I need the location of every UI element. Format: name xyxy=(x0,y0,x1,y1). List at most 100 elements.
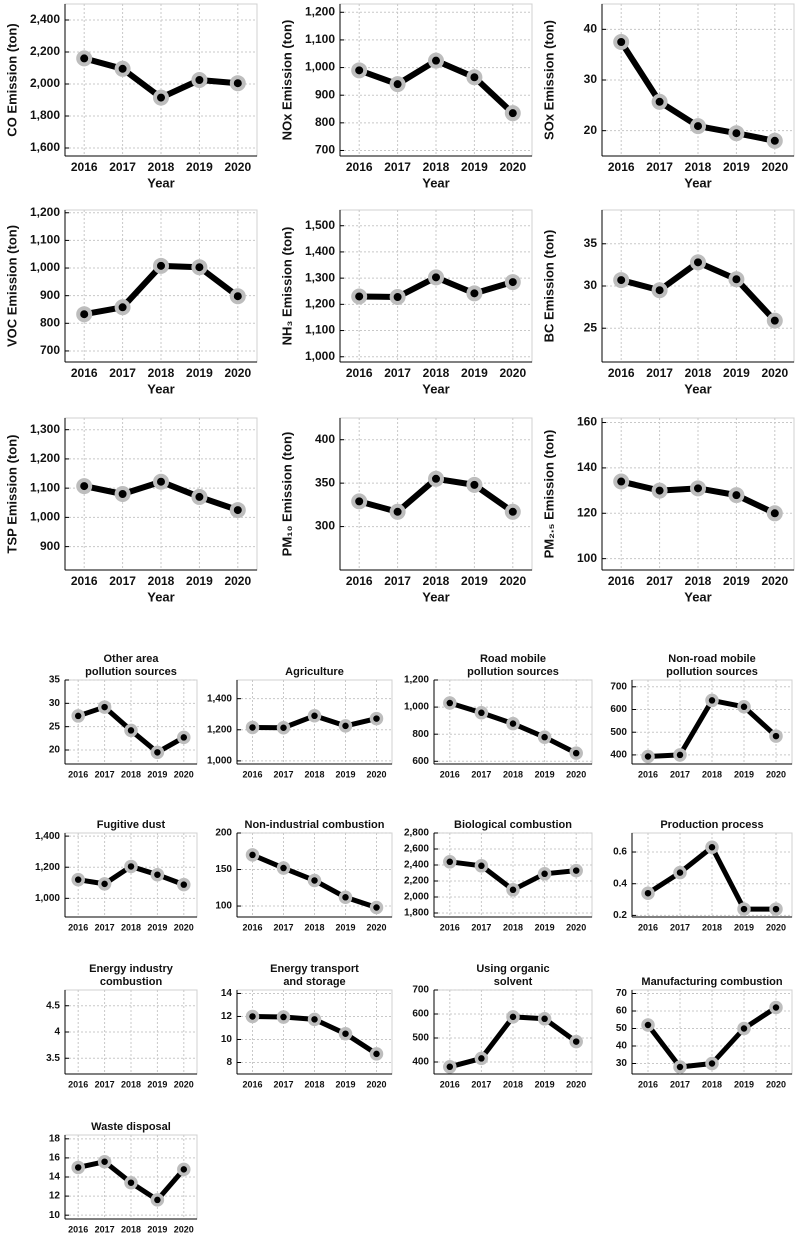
y-tick-label: 400 xyxy=(315,432,335,446)
marker xyxy=(613,34,630,50)
y-tick-label: 1,000 xyxy=(305,60,335,74)
chart-title: Other area xyxy=(103,653,159,665)
y-tick-label: 200 xyxy=(215,828,232,839)
y-tick-label: 1,100 xyxy=(30,233,60,247)
marker xyxy=(474,706,489,720)
chart: 700 800 900 1,000 1,100 1,200 2016 2017 2018 2019… xyxy=(4,205,258,396)
x-tick-label: 2018 xyxy=(702,769,722,779)
y-tick-label: 2,200 xyxy=(30,44,60,58)
x-tick-label: 2016 xyxy=(242,1079,262,1089)
marker xyxy=(537,867,552,881)
chart: 1,000 1,100 1,200 1,300 1,400 1,500 2016 2017 20… xyxy=(279,209,533,396)
marker xyxy=(769,1000,783,1015)
y-tick-label: 120 xyxy=(577,505,597,519)
marker xyxy=(76,306,93,323)
x-tick-label: 2020 xyxy=(366,1079,386,1089)
marker xyxy=(389,503,406,520)
y-tick-label: 100 xyxy=(215,901,232,912)
y-tick-label: 1,400 xyxy=(305,244,335,258)
x-tick-label: 2017 xyxy=(471,922,491,932)
x-tick-label: 2020 xyxy=(174,922,194,932)
y-tick-label: 1,400 xyxy=(207,693,232,704)
y-tick-label: 14 xyxy=(49,1172,61,1183)
x-tick-label: 2017 xyxy=(95,922,115,932)
marker xyxy=(769,902,783,916)
marker xyxy=(71,872,85,887)
x-tick-label: 2019 xyxy=(147,1224,167,1234)
x-tick-label: 2016 xyxy=(608,574,635,588)
x-tick-label: 2016 xyxy=(608,160,635,174)
x-tick-label: 2017 xyxy=(273,922,293,932)
marker xyxy=(673,865,687,880)
x-tick-label: 2019 xyxy=(335,922,355,932)
x-tick-label: 2017 xyxy=(109,574,136,588)
marker xyxy=(307,709,322,723)
marker xyxy=(245,1009,260,1024)
marker xyxy=(71,1160,85,1175)
chart-title: pollution sources xyxy=(85,666,177,678)
chart: 8 10 12 14 2016 2017 2018 2019 2020 Energy transp… xyxy=(221,963,393,1089)
marker xyxy=(641,886,655,900)
y-tick-label: 35 xyxy=(49,675,61,686)
y-tick-label: 8 xyxy=(226,1057,232,1068)
y-tick-label: 1,200 xyxy=(404,675,429,686)
marker xyxy=(443,1060,457,1074)
marker xyxy=(124,723,138,738)
x-tick-label: 2016 xyxy=(346,574,373,588)
x-axis-label: Year xyxy=(147,589,174,604)
y-tick-label: 2,600 xyxy=(404,844,429,855)
marker xyxy=(569,746,583,760)
x-tick-label: 2018 xyxy=(702,922,722,932)
x-tick-label: 2017 xyxy=(646,366,673,380)
x-tick-label: 2018 xyxy=(304,1079,324,1089)
x-tick-label: 2017 xyxy=(471,769,491,779)
y-tick-label: 400 xyxy=(610,750,627,761)
marker xyxy=(114,299,131,316)
marker xyxy=(641,1018,655,1032)
marker xyxy=(690,480,706,497)
x-tick-label: 2018 xyxy=(148,574,175,588)
marker xyxy=(389,76,406,93)
marker xyxy=(766,505,783,522)
y-tick-label: 150 xyxy=(215,864,232,875)
chart: 400 500 600 700 2016 2017 2018 2019 2020 Non-road… xyxy=(610,653,793,779)
marker xyxy=(150,1193,165,1207)
marker xyxy=(338,890,353,905)
marker xyxy=(177,1162,191,1177)
x-tick-label: 2017 xyxy=(670,769,690,779)
x-tick-label: 2017 xyxy=(670,922,690,932)
x-tick-label: 2019 xyxy=(147,769,167,779)
y-tick-label: 1,000 xyxy=(30,260,60,274)
chart-title: Production process xyxy=(660,819,763,831)
y-tick-label: 1,300 xyxy=(305,270,335,284)
x-axis-label: Year xyxy=(684,381,711,396)
y-tick-label: 2,200 xyxy=(404,876,429,887)
marker xyxy=(97,700,112,714)
marker xyxy=(504,105,521,122)
y-tick-label: 600 xyxy=(412,1009,429,1020)
x-tick-label: 2016 xyxy=(68,1224,88,1234)
x-tick-label: 2018 xyxy=(121,1079,141,1089)
chart-title: Waste disposal xyxy=(91,1121,171,1133)
y-tick-label: 800 xyxy=(40,315,60,329)
x-tick-label: 2019 xyxy=(734,922,754,932)
x-tick-label: 2020 xyxy=(566,922,586,932)
y-tick-label: 1,800 xyxy=(30,108,60,122)
x-axis-label: Year xyxy=(422,381,449,396)
y-tick-label: 1,000 xyxy=(207,756,232,767)
y-tick-label: 400 xyxy=(412,1057,429,1068)
x-tick-label: 2016 xyxy=(71,574,98,588)
x-tick-label: 2017 xyxy=(95,769,115,779)
x-tick-label: 2016 xyxy=(71,160,98,174)
x-tick-label: 2017 xyxy=(95,1224,115,1234)
x-tick-label: 2016 xyxy=(68,922,88,932)
marker xyxy=(705,693,719,708)
marker xyxy=(307,873,322,888)
marker xyxy=(351,493,368,510)
marker xyxy=(537,1012,552,1026)
marker xyxy=(114,60,131,77)
x-tick-label: 2018 xyxy=(503,1079,523,1089)
y-tick-label: 1,600 xyxy=(30,140,60,154)
y-tick-label: 1,200 xyxy=(30,451,60,465)
y-tick-label: 0.4 xyxy=(613,878,627,889)
